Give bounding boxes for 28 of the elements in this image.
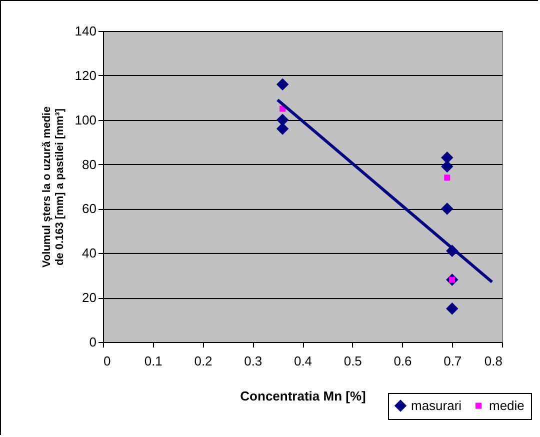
- y-tick-label: 0: [89, 334, 96, 350]
- y-tick-label: 140: [74, 24, 96, 38]
- y-tick-label: 20: [82, 290, 96, 306]
- legend-label: medie: [489, 398, 524, 413]
- point: [276, 114, 289, 126]
- point: [444, 174, 450, 181]
- point: [446, 302, 458, 315]
- point: [441, 151, 454, 164]
- y-tick-label: 120: [74, 68, 96, 83]
- x-axis-title: Concentratia Mn [%]: [240, 388, 366, 404]
- y-tick-label: 80: [82, 156, 96, 172]
- point: [441, 202, 454, 215]
- x-tick-label: 0.1: [144, 354, 162, 368]
- point: [276, 122, 289, 135]
- point: [276, 78, 289, 90]
- y-tick-label: 40: [82, 246, 96, 261]
- x-tick-label: 0.5: [344, 354, 362, 368]
- x-tick-label: 0.2: [194, 354, 212, 368]
- x-tick-label: 0.8: [484, 354, 502, 368]
- y-tick-label: 100: [74, 112, 96, 128]
- legend-label: masurari: [411, 398, 462, 413]
- y-tick-label: 60: [82, 201, 96, 216]
- x-tick-label: 0: [104, 354, 111, 368]
- x-tick-label: 0.7: [444, 354, 462, 368]
- x-tick-label: 0.6: [394, 354, 412, 368]
- y-axis-title: Volumul şters la o uzură medie de 0.163 [mm] a pastilei [mm³]: [40, 106, 66, 268]
- x-tick-label: 0.3: [244, 354, 262, 368]
- x-tick-label: 0.4: [294, 354, 312, 368]
